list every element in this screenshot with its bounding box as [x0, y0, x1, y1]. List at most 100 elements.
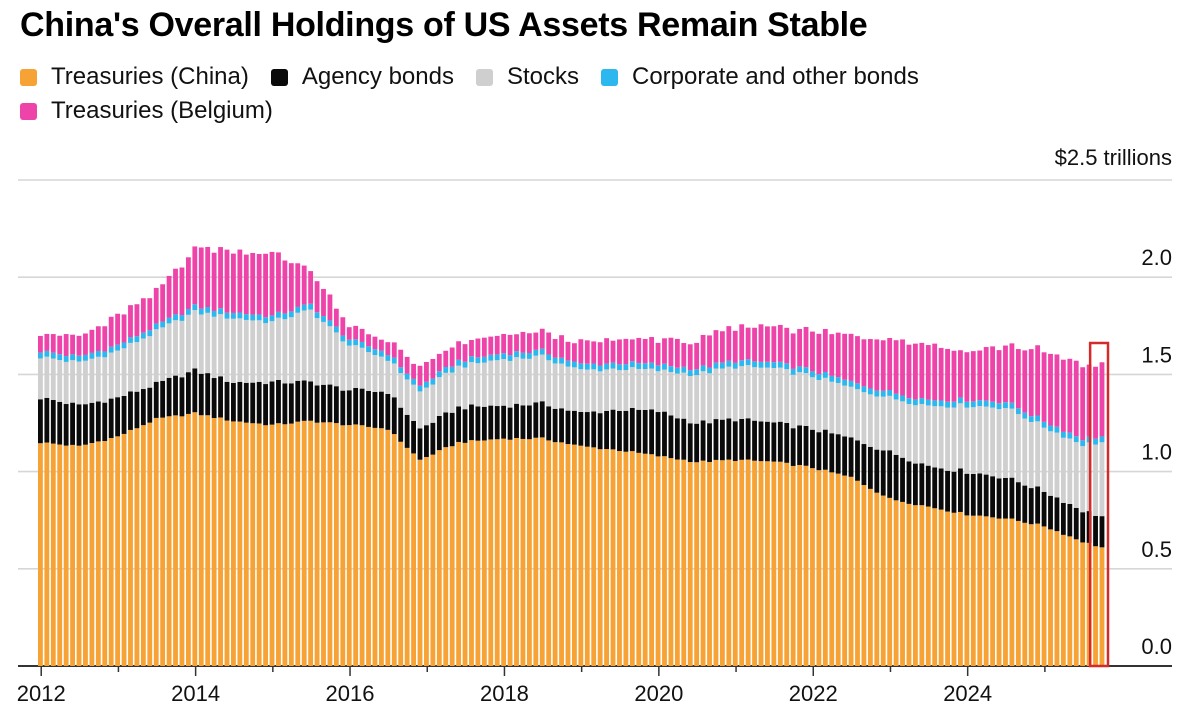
bar-segment-treasuries-china	[449, 446, 455, 666]
bar-segment-treasuries-china	[378, 428, 384, 666]
bar-stack	[932, 343, 938, 666]
bar-segment-stocks	[346, 345, 352, 391]
bar-segment-treasuries-belgium	[539, 328, 545, 349]
bar-segment-treasuries-china	[752, 460, 757, 666]
bar-segment-stocks	[385, 360, 391, 394]
bar-segment-treasuries-china	[89, 443, 95, 666]
bar-segment-stocks	[1073, 442, 1079, 508]
bar-segment-treasuries-china	[867, 488, 873, 666]
bar-segment-treasuries-belgium	[662, 338, 667, 364]
bar-segment-stocks	[726, 366, 732, 419]
bar-segment-treasuries-belgium	[469, 340, 474, 357]
bar-segment-stocks	[990, 407, 996, 477]
bar-segment-treasuries-china	[912, 505, 918, 666]
bar-segment-agency-bonds	[494, 406, 500, 440]
bar-segment-stocks	[1080, 446, 1086, 513]
bar-segment-treasuries-belgium	[1093, 366, 1098, 439]
bar-segment-agency-bonds	[636, 409, 642, 453]
legend-swatch-treasuries-belgium	[20, 102, 37, 120]
bar-segment-treasuries-china	[256, 423, 262, 666]
bar-segment-corporate	[95, 350, 101, 357]
bar-segment-treasuries-belgium	[76, 335, 82, 356]
bar-segment-agency-bonds	[533, 402, 539, 438]
bar-segment-agency-bonds	[391, 397, 397, 435]
bar-segment-corporate	[597, 365, 603, 372]
bar-segment-corporate	[76, 355, 82, 362]
bar-stack	[205, 246, 211, 666]
bar-segment-agency-bonds	[417, 428, 423, 460]
bar-segment-agency-bonds	[584, 412, 590, 447]
bar-segment-agency-bonds	[649, 409, 655, 455]
bar-segment-treasuries-china	[198, 415, 204, 666]
bar-segment-agency-bonds	[346, 390, 352, 426]
bar-stack	[494, 335, 500, 666]
bar-segment-corporate	[1054, 426, 1060, 433]
bar-stack	[732, 330, 738, 666]
bar-segment-agency-bonds	[256, 381, 262, 424]
bar-segment-agency-bonds	[559, 408, 564, 443]
bar-segment-corporate	[552, 357, 558, 364]
bar-segment-corporate	[340, 335, 346, 342]
bar-stack	[623, 338, 629, 666]
bar-segment-stocks	[140, 338, 146, 390]
bar-segment-treasuries-belgium	[321, 288, 326, 317]
bar-segment-corporate	[256, 314, 262, 321]
bar-segment-stocks	[893, 399, 899, 455]
bar-segment-treasuries-china	[430, 454, 436, 666]
bar-segment-treasuries-china	[674, 459, 680, 666]
bar-segment-treasuries-china	[765, 461, 770, 666]
y-tick-label: 1.0	[1141, 440, 1172, 465]
bar-segment-treasuries-belgium	[758, 324, 764, 362]
bar-segment-stocks	[469, 362, 474, 405]
bar-stack	[552, 339, 558, 666]
bar-segment-agency-bonds	[893, 454, 899, 501]
bar-segment-corporate	[977, 400, 983, 406]
bar-segment-stocks	[629, 367, 635, 408]
bar-segment-treasuries-china	[121, 433, 127, 666]
bar-segment-agency-bonds	[443, 412, 449, 448]
bar-segment-agency-bonds	[398, 407, 404, 442]
bar-stack	[359, 328, 365, 666]
bar-segment-stocks	[63, 361, 69, 405]
bar-segment-corporate	[674, 367, 680, 374]
bar-segment-treasuries-belgium	[179, 267, 185, 316]
bar-segment-treasuries-china	[218, 417, 223, 666]
bar-segment-corporate	[102, 351, 108, 358]
bar-segment-treasuries-china	[1009, 518, 1015, 666]
bar-segment-treasuries-belgium	[1041, 352, 1047, 422]
bar-segment-stocks	[855, 389, 860, 441]
bar-segment-stocks	[1009, 408, 1015, 478]
bar-stack	[925, 345, 931, 666]
bar-stack	[829, 334, 835, 666]
bar-segment-treasuries-china	[462, 442, 468, 666]
bar-stack	[89, 329, 95, 666]
bar-stack	[153, 287, 159, 666]
bar-segment-agency-bonds	[269, 381, 275, 425]
bar-segment-treasuries-belgium	[488, 336, 494, 355]
bars	[38, 246, 1105, 666]
bar-segment-agency-bonds	[739, 418, 745, 460]
legend-label-treasuries-belgium: Treasuries (Belgium)	[51, 97, 273, 124]
bar-segment-agency-bonds	[250, 382, 256, 424]
bar-segment-corporate	[173, 314, 178, 321]
bar-segment-agency-bonds	[108, 398, 114, 439]
bar-segment-treasuries-belgium	[990, 346, 996, 402]
bar-segment-corporate	[784, 363, 790, 370]
bar-segment-stocks	[1048, 431, 1053, 496]
bar-stack	[250, 253, 256, 666]
bar-segment-stocks	[552, 363, 558, 409]
bar-segment-corporate	[237, 312, 243, 319]
bar-segment-stocks	[333, 332, 339, 387]
bar-segment-corporate	[1073, 436, 1079, 443]
bar-segment-stocks	[462, 367, 468, 410]
bar-segment-treasuries-china	[771, 461, 777, 666]
bar-segment-treasuries-china	[526, 439, 532, 666]
bar-stack	[912, 343, 918, 666]
bar-segment-agency-bonds	[777, 421, 783, 462]
bar-segment-stocks	[816, 380, 822, 433]
bar-segment-agency-bonds	[198, 373, 204, 416]
bar-segment-treasuries-china	[822, 469, 828, 666]
bar-segment-corporate	[900, 395, 905, 402]
bar-segment-treasuries-china	[1022, 522, 1028, 666]
bar-stack	[83, 333, 88, 666]
